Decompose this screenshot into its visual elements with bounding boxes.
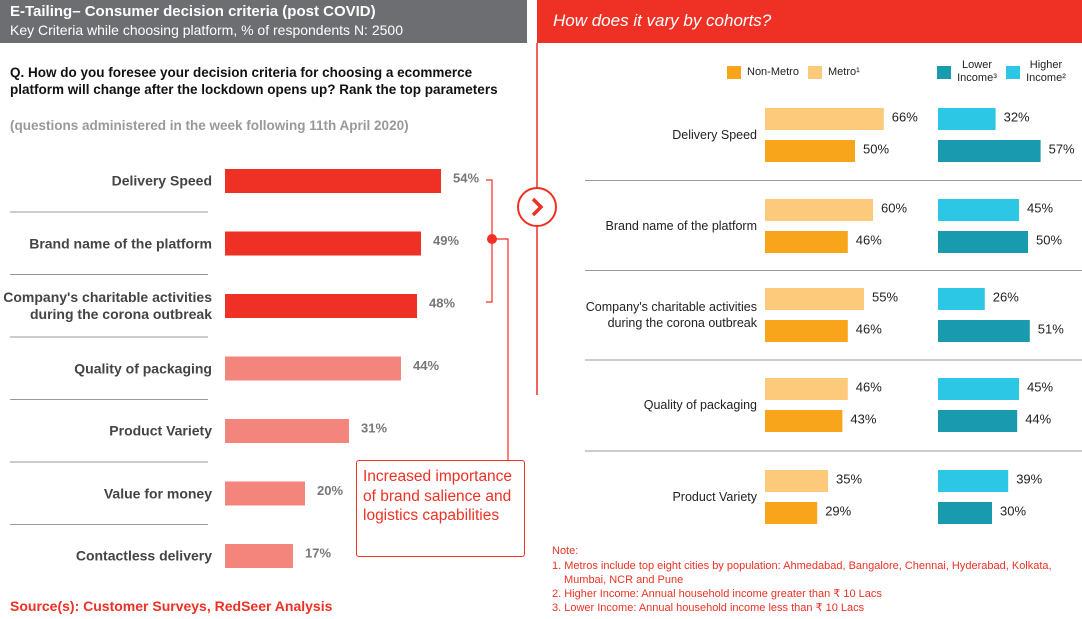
value-label: 31%: [361, 420, 387, 435]
bar: [765, 199, 873, 221]
category-label: Product Variety: [672, 490, 757, 504]
legend-swatch: [1006, 66, 1020, 79]
bar: [225, 419, 349, 443]
bar: [765, 140, 855, 162]
value-label: 46%: [856, 232, 882, 247]
category-label: Delivery Speed: [111, 172, 212, 189]
value-label: 45%: [1027, 379, 1053, 394]
subtitle: Key Criteria while choosing platform, % …: [10, 22, 403, 38]
legend-swatch: [727, 66, 741, 79]
bar: [938, 502, 992, 524]
category-label: Brand name of the platform: [29, 235, 212, 251]
value-label: 29%: [825, 503, 851, 518]
note-title: Note:: [552, 545, 579, 557]
arrow-chevron: [531, 197, 544, 217]
bar: [225, 356, 401, 381]
value-label: 45%: [1027, 200, 1053, 215]
bar: [938, 108, 996, 130]
value-label: 26%: [993, 289, 1019, 304]
bar: [765, 108, 884, 130]
bar: [938, 470, 1009, 492]
bar: [225, 231, 421, 256]
bar: [765, 470, 828, 492]
right-title: How does it vary by cohorts?: [553, 11, 772, 30]
left-header-bg: [0, 0, 527, 43]
note-item: 1. Metros include top eight cities by po…: [552, 560, 1052, 586]
legend-swatch: [937, 66, 951, 79]
bar: [938, 199, 1019, 221]
legend-label: Non-Metro: [747, 66, 799, 78]
callout: Increased importance of brand salience a…: [356, 460, 525, 557]
value-label: 43%: [850, 411, 876, 426]
value-label: 44%: [1025, 411, 1051, 426]
value-label: 32%: [1004, 109, 1030, 124]
legend-label: Higher Income²: [1026, 59, 1066, 84]
value-label: 48%: [429, 295, 455, 310]
legend-swatch: [808, 66, 822, 79]
bar: [938, 320, 1030, 342]
value-label: 51%: [1038, 321, 1064, 336]
bar: [938, 288, 985, 310]
bar: [938, 140, 1041, 162]
category-label: Delivery Speed: [672, 128, 757, 142]
connector-dot: [487, 234, 497, 244]
bar: [765, 231, 848, 253]
bar: [765, 320, 848, 342]
value-label: 55%: [872, 289, 898, 304]
source: Source(s): Customer Surveys, RedSeer Ana…: [10, 598, 333, 614]
bar: [938, 231, 1028, 253]
value-label: 30%: [1000, 503, 1026, 518]
value-label: 57%: [1049, 141, 1075, 156]
value-label: 46%: [856, 379, 882, 394]
value-label: 17%: [305, 545, 331, 560]
category-label: Brand name of the platform: [605, 219, 757, 233]
bar: [225, 481, 305, 506]
bar: [225, 544, 293, 568]
question: Q. How do you foresee your decision crit…: [10, 65, 498, 97]
bar: [765, 378, 848, 400]
legend-label: Metro¹: [828, 66, 860, 78]
category-label: Value for money: [103, 485, 212, 501]
value-label: 35%: [836, 471, 862, 486]
value-label: 66%: [892, 109, 918, 124]
value-label: 46%: [856, 321, 882, 336]
value-label: 54%: [453, 170, 479, 185]
question-note: (questions administered in the week foll…: [10, 118, 409, 133]
bar: [225, 169, 441, 193]
value-label: 60%: [881, 200, 907, 215]
category-label: Quality of packaging: [643, 398, 757, 412]
bar: [938, 378, 1019, 400]
note-item: 3. Lower Income: Annual household income…: [552, 602, 865, 614]
value-label: 20%: [317, 483, 343, 498]
value-label: 50%: [1036, 232, 1062, 247]
bar: [765, 288, 864, 310]
category-label: Company's charitable activities during t…: [3, 289, 212, 322]
bar: [938, 410, 1018, 432]
category-label: Company's charitable activities during t…: [585, 300, 757, 330]
legend-label: Lower Income³: [957, 59, 997, 84]
right-header-bg: [537, 0, 1082, 43]
title: E-Tailing– Consumer decision criteria (p…: [10, 3, 376, 20]
arrow-circle: [517, 187, 557, 227]
category-label: Quality of packaging: [74, 360, 212, 376]
value-label: 49%: [433, 233, 459, 248]
value-label: 50%: [863, 141, 889, 156]
connector: [492, 238, 509, 460]
value-label: 44%: [413, 358, 439, 373]
bar: [765, 410, 843, 432]
bar: [765, 502, 818, 524]
category-label: Contactless delivery: [75, 547, 212, 564]
note-list: 1. Metros include top eight cities by po…: [552, 559, 1052, 615]
value-label: 39%: [1016, 471, 1042, 486]
category-label: Product Variety: [109, 422, 212, 439]
note-item: 2. Higher Income: Annual household incom…: [552, 588, 882, 600]
bar: [225, 294, 417, 318]
